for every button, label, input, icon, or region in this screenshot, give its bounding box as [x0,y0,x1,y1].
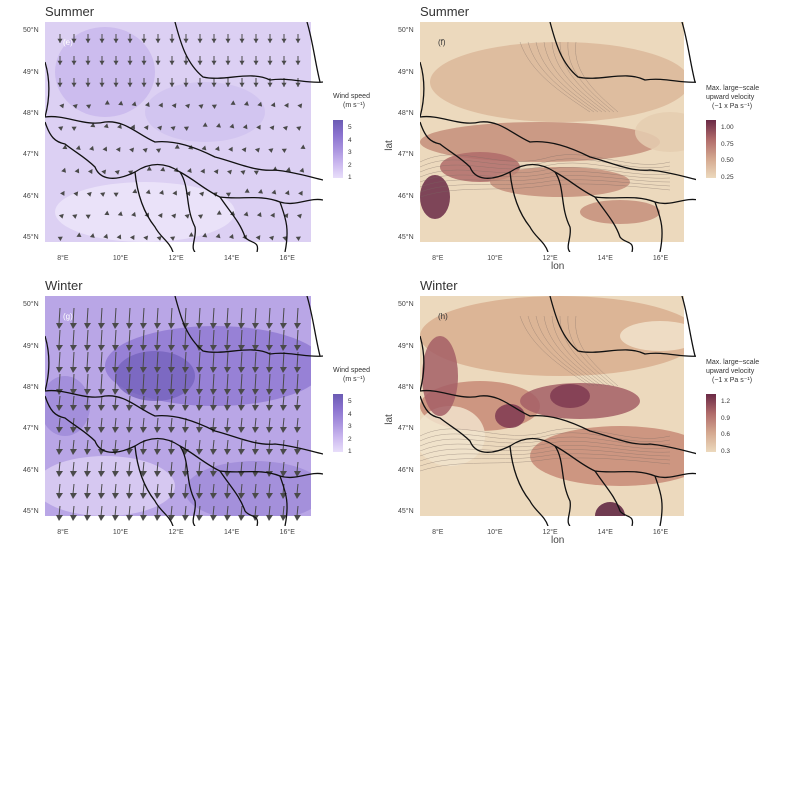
legend-unit: (m s⁻¹) [343,102,365,109]
uplift-map-winter: (h) [420,296,696,526]
lon-tick-label: 14°E [224,529,240,536]
lon-tick-label: 14°E [224,255,240,262]
lon-tick-label: 10°E [112,255,129,262]
legend-tick-label: 0.25 [721,174,734,181]
lat-tick-label: 45°N [398,508,414,516]
legend-tick-label: 2 [348,435,352,443]
lat-tick-label: 47°N [23,425,39,433]
legend-title: Wind speed [333,93,370,100]
legend-tick-label: 3 [348,423,352,430]
legend-colorbar [706,394,716,452]
lon-tick-label: 8°E [57,255,69,262]
legend-title: Max. large−scale [706,85,760,92]
lat-tick-label: 49°N [398,68,414,76]
lat-tick-label: 46°N [23,466,39,474]
lon-tick-label: 12°E [168,255,184,262]
legend-tick-label: 4 [348,410,352,418]
lon-tick-label: 14°E [597,529,613,536]
lon-tick-label: 10°E [487,529,503,536]
legend-tick-label: 0.3 [721,448,731,455]
legend-unit: (−1 x Pa s⁻¹) [712,377,753,384]
lon-tick-label: 8°E [432,529,444,536]
lat-tick-label: 48°N [23,110,39,117]
panel-label: (h) [438,312,448,321]
panel-label: (g) [63,312,73,321]
y-axis-label: lat [383,140,395,151]
lat-tick-label: 45°N [23,234,39,242]
lat-tick-label: 50°N [23,301,39,309]
lon-tick-label: 8°E [432,255,444,262]
lat-tick-label: 47°N [23,151,39,159]
wind-map-winter: (g) [45,296,323,526]
lat-tick-label: 47°N [398,151,414,159]
lon-tick-label: 8°E [57,529,69,536]
lat-tick-label: 45°N [23,508,39,516]
lon-tick-label: 16°E [652,255,669,262]
legend-tick-label: 2 [348,161,352,169]
lat-tick-label: 49°N [23,68,39,76]
lat-tick-label: 48°N [23,384,39,391]
lat-tick-label: 50°N [23,27,39,35]
panel-label: (f) [438,38,446,47]
lon-tick-label: 16°E [279,255,295,262]
lon-tick-label: 12°E [168,529,184,536]
lat-tick-label: 45°N [398,234,414,242]
legend-tick-label: 0.9 [721,414,731,422]
lat-tick-label: 46°N [23,192,39,200]
legend-tick-label: 0.50 [721,157,734,165]
legend-tick-label: 4 [348,136,352,144]
lat-tick-label: 48°N [398,110,414,117]
panel-title: Summer [45,4,95,19]
x-axis-label: lon [551,261,565,272]
lon-tick-label: 14°E [597,255,613,262]
lon-tick-label: 16°E [652,529,669,536]
panel-title: Winter [45,278,83,293]
wind-speed-legend: Wind speed (m s⁻¹) 5 4 3 2 1 [333,92,370,181]
lon-tick-label: 10°E [487,255,503,262]
legend-title-2: upward velocity [706,368,755,375]
upward-velocity-legend: Max. large−scale upward velocity (−1 x P… [706,358,760,455]
legend-colorbar [333,120,343,178]
legend-title: Max. large−scale [706,359,760,366]
lat-tick-label: 46°N [398,192,414,200]
lon-tick-label: 16°E [279,529,295,536]
legend-unit: (−1 x Pa s⁻¹) [712,103,753,110]
lat-tick-label: 46°N [398,466,414,474]
legend-tick-label: 1.00 [721,124,734,131]
legend-tick-label: 5 [348,124,352,131]
legend-tick-label: 1 [348,448,352,455]
legend-tick-label: 5 [348,398,352,405]
legend-colorbar [333,394,343,452]
legend-unit: (m s⁻¹) [343,376,365,383]
lat-tick-label: 48°N [398,384,414,391]
lat-tick-label: 50°N [398,301,414,309]
legend-title: Wind speed [333,367,370,374]
legend-colorbar [706,120,716,178]
lat-tick-label: 47°N [398,425,414,433]
y-axis-label: lat [383,414,395,425]
legend-tick-label: 0.6 [721,431,731,439]
wind-map-summer: (e) [45,22,323,252]
legend-tick-label: 1 [348,174,352,181]
x-axis-label: lon [551,535,565,546]
panel-label: (e) [63,38,73,47]
lon-tick-label: 12°E [542,255,558,262]
lon-tick-label: 10°E [112,529,129,536]
lat-tick-label: 49°N [398,342,414,350]
legend-tick-label: 3 [348,149,352,156]
upward-velocity-legend: Max. large−scale upward velocity (−1 x P… [706,84,760,181]
legend-title-2: upward velocity [706,94,755,101]
legend-tick-label: 0.75 [721,140,734,148]
wind-speed-legend: Wind speed (m s⁻¹) 5 4 3 2 1 [333,366,370,455]
panel-title: Winter [420,278,458,293]
lat-tick-label: 49°N [23,342,39,350]
lat-tick-label: 50°N [398,27,414,35]
lon-tick-label: 12°E [542,529,558,536]
uplift-map-summer: (f) [420,22,696,252]
legend-tick-label: 1.2 [721,398,731,405]
panel-title: Summer [420,4,470,19]
